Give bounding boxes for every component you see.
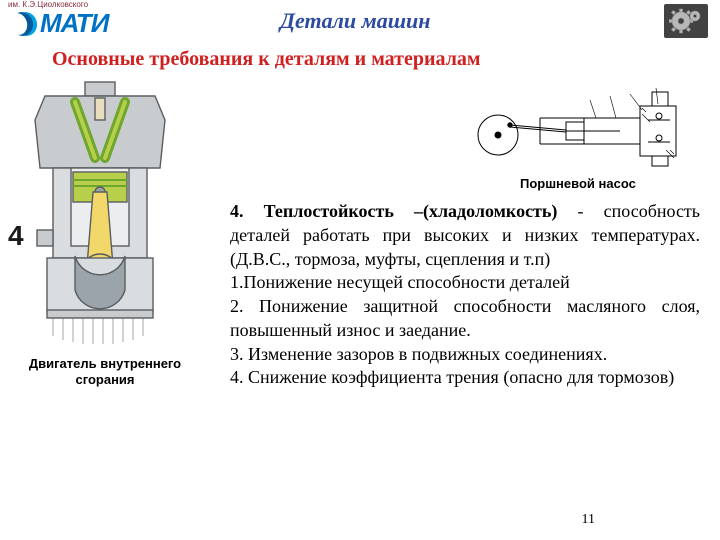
body-lead: 4. Теплостойкость –(хладоломкость) — [230, 201, 557, 221]
mati-logo: им. К.Э.Циолковского МАТИ — [8, 0, 138, 38]
pump-figure — [470, 80, 700, 170]
page-number: 11 — [582, 512, 595, 528]
body-item-4: 4. Снижение коэффициента трения (опасно … — [230, 366, 700, 390]
body-item-2: 2. Понижение защитной способности маслян… — [230, 295, 700, 343]
header-bar: им. К.Э.Циолковского МАТИ Детали машин — [0, 0, 720, 50]
page-title: Детали машин — [280, 8, 431, 34]
body-item-3: 3. Изменение зазоров в подвижных соедине… — [230, 343, 700, 367]
engine-drawing — [5, 80, 195, 350]
engine-caption: Двигатель внутреннего сгорания — [0, 356, 210, 389]
pump-drawing — [470, 80, 690, 170]
gear-icon — [664, 4, 708, 38]
subtitle: Основные требования к деталям и материал… — [52, 48, 481, 71]
engine-number-label: 4 — [8, 220, 24, 252]
pump-caption: Поршневой насос — [520, 176, 636, 191]
engine-figure: 4 — [0, 80, 200, 350]
logo-brand: МАТИ — [8, 10, 138, 38]
body-item-1: 1.Понижение несущей способности деталей — [230, 271, 700, 295]
body-paragraph: 4. Теплостойкость –(хладоломкость) - спо… — [230, 200, 700, 271]
body-text: 4. Теплостойкость –(хладоломкость) - спо… — [230, 200, 700, 390]
logo-swoosh-icon — [8, 10, 38, 38]
logo-brand-text: МАТИ — [40, 12, 108, 35]
